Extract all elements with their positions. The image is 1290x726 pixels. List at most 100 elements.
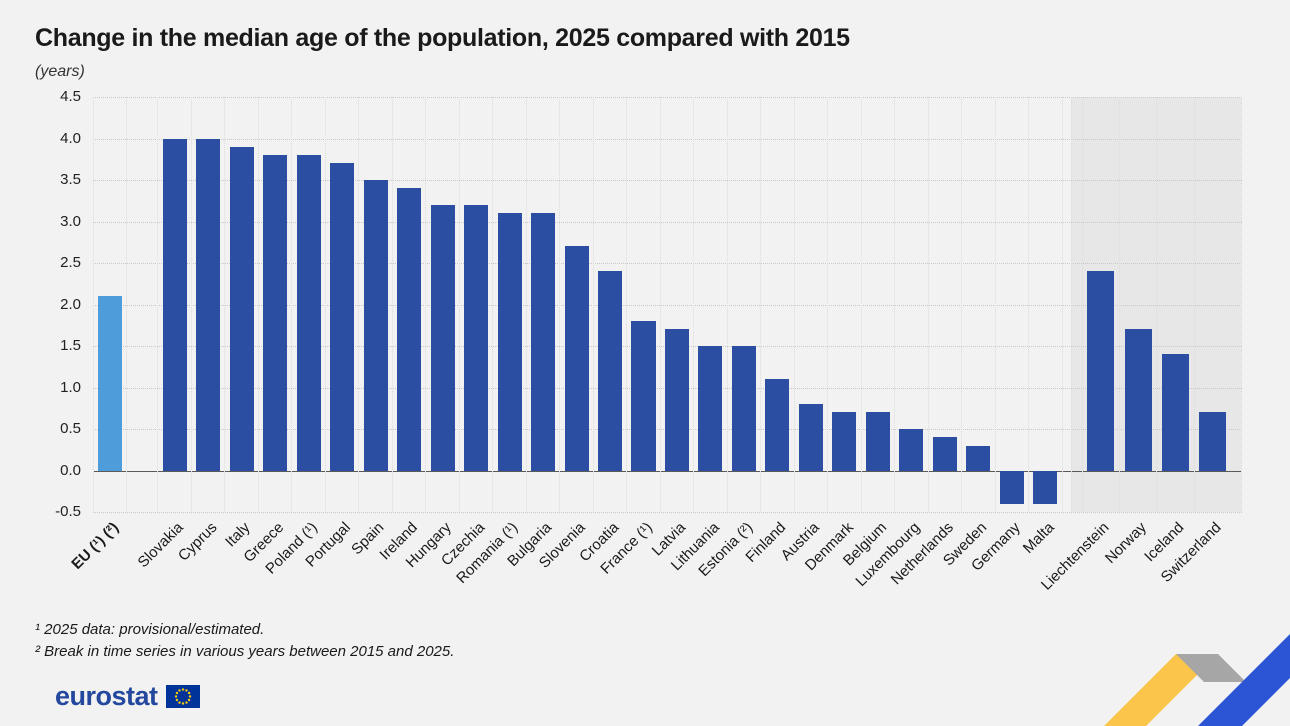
bar-slot: EU (¹) (²): [68, 97, 126, 573]
bar: [1124, 329, 1152, 471]
bar: [664, 329, 689, 471]
bar: [899, 429, 924, 471]
bar: [363, 180, 388, 471]
bar-slot: Romania (¹): [454, 97, 525, 587]
efta-group: Liechtenstein Norway Iceland Switzerland: [1038, 97, 1241, 594]
bar-slot: Slovakia: [135, 97, 190, 571]
y-axis-tick-label: 4.5: [60, 88, 81, 105]
gridline: [93, 180, 1242, 181]
bar-slot: Denmark: [801, 97, 860, 574]
bar-slot: Czechia: [438, 97, 492, 569]
group-spacer: [126, 97, 157, 512]
y-axis-tick-label: -0.5: [55, 503, 81, 520]
gridline: [93, 263, 1242, 264]
bar-slot: Austria: [778, 97, 827, 564]
gridline: [93, 304, 1242, 306]
bar-slot: Luxembourg: [852, 97, 927, 590]
bar-slot: Poland (¹): [262, 97, 324, 578]
bar-slot: Sweden: [940, 97, 994, 569]
bar: [564, 246, 589, 471]
gridline: [93, 97, 1242, 98]
y-axis-tick-label: 3.0: [60, 212, 81, 230]
y-axis-tick-label: 4.0: [60, 129, 81, 147]
bar: [397, 188, 422, 471]
bar: [798, 404, 823, 471]
bar-slot: Estonia (²): [695, 97, 760, 580]
bar: [698, 346, 723, 471]
x-axis-label: Slovakia: [134, 519, 187, 572]
zero-axis-line: [93, 470, 1242, 472]
bar-slot: Ireland: [377, 97, 425, 563]
bar: [330, 163, 355, 471]
y-axis-tick-label: 1.0: [60, 378, 81, 396]
bar-slot: Spain: [349, 97, 391, 558]
bar: [98, 296, 123, 471]
bar-slot: Finland: [743, 97, 793, 566]
bar-slot: Greece: [240, 97, 291, 566]
bar-slot: Switzerland: [1158, 97, 1231, 586]
bar: [865, 412, 890, 471]
gridline: [93, 138, 1242, 140]
bar: [731, 346, 756, 471]
eurostat-logo: eurostat: [55, 681, 158, 711]
x-axis-label: Norway: [1102, 519, 1151, 567]
y-axis-tick-label: 0.0: [60, 461, 81, 479]
bar: [531, 213, 556, 471]
footnote-2: ² Break in time series in various years …: [35, 642, 455, 660]
bar-slot: Netherlands: [888, 97, 961, 588]
bar-slot: Croatia: [576, 97, 626, 565]
bar-slot: Malta: [1019, 97, 1061, 557]
bar-slot: Slovenia: [536, 97, 592, 572]
bar-slot: Italy: [222, 97, 257, 550]
bar-slot: Germany: [968, 97, 1028, 575]
footer: eurostat: [55, 681, 200, 712]
bar-slot: Norway: [1102, 97, 1156, 567]
footnotes: ¹ 2025 data: provisional/estimated. ² Br…: [35, 619, 1245, 663]
bar-slot: France (¹): [597, 97, 659, 578]
bar: [765, 379, 790, 471]
bar: [497, 213, 522, 471]
bar-slot: Iceland: [1141, 97, 1193, 565]
group-spacer: [1061, 97, 1071, 512]
bar: [1033, 470, 1058, 504]
gridline: [93, 221, 1242, 223]
bar: [296, 155, 321, 471]
bar: [999, 470, 1024, 504]
y-axis-tick-label: 0.5: [60, 420, 81, 437]
bar-slot: Portugal: [303, 97, 358, 571]
bar: [1199, 412, 1227, 471]
bars-layer: EU (¹) (²) Slovakia Cyprus Italy Greece Polan…: [68, 97, 1242, 594]
bar: [464, 204, 489, 471]
bar: [263, 155, 288, 471]
bar-slot: Cyprus: [175, 97, 224, 565]
chart-subtitle: (years): [35, 63, 85, 80]
bar-slot: Liechtenstein: [1038, 97, 1119, 594]
bar: [1087, 271, 1115, 471]
bar: [598, 271, 623, 471]
footnote-1: ¹ 2025 data: provisional/estimated.: [35, 621, 265, 638]
bar: [832, 412, 857, 471]
y-axis-tick-label: 2.5: [60, 254, 81, 271]
bar-slot: Belgium: [840, 97, 894, 569]
bar: [966, 445, 991, 471]
bar: [631, 321, 656, 471]
bar-chart: 4.5 4.0 3.5 3.0 2.5 2.0 1.5 1.0 0.5 0.0 -0.5 EU (¹…: [35, 88, 1242, 613]
decorative-ribbon: [1104, 634, 1290, 726]
y-axis-tick-label: 2.0: [60, 295, 81, 313]
x-axis-label: Malta: [1019, 519, 1058, 557]
bar: [229, 146, 254, 471]
gridline: [93, 512, 1242, 513]
eu-flag-icon: [165, 685, 200, 708]
bar: [162, 138, 187, 471]
bar: [196, 138, 221, 471]
y-axis-tick-label: 1.5: [60, 337, 81, 354]
bar: [1162, 354, 1189, 471]
bar: [430, 204, 455, 471]
page-title: Change in the median age of the populati…: [35, 24, 850, 52]
plot-area: EU (¹) (²) Slovakia Cyprus Italy Greece Polan…: [68, 97, 1242, 594]
bar-slot: Latvia: [649, 97, 693, 559]
bar-slot: Bulgaria: [504, 97, 559, 570]
bar-slot: Lithuania: [667, 97, 726, 574]
bar: [932, 437, 957, 471]
